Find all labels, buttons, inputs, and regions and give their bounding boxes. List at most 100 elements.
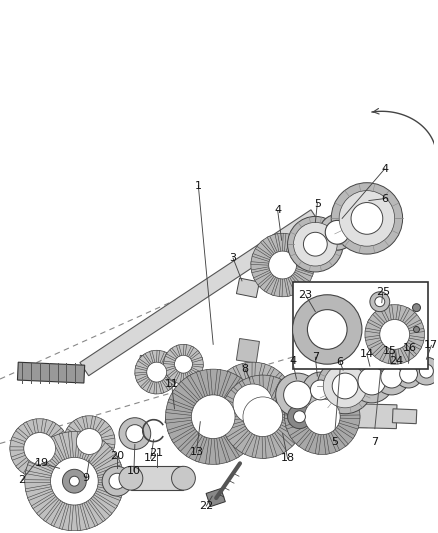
Polygon shape: [46, 462, 56, 475]
Polygon shape: [28, 489, 53, 500]
Polygon shape: [168, 422, 193, 433]
Polygon shape: [164, 361, 175, 365]
Polygon shape: [80, 433, 89, 459]
Circle shape: [311, 380, 330, 400]
Polygon shape: [10, 447, 24, 450]
Circle shape: [24, 433, 56, 464]
Circle shape: [221, 375, 304, 458]
Polygon shape: [372, 344, 385, 357]
Polygon shape: [296, 429, 312, 446]
Polygon shape: [23, 422, 33, 435]
Polygon shape: [218, 378, 237, 393]
Polygon shape: [227, 431, 247, 452]
Polygon shape: [297, 265, 314, 268]
Polygon shape: [192, 357, 203, 362]
Circle shape: [304, 399, 340, 434]
Polygon shape: [333, 429, 348, 446]
Polygon shape: [138, 359, 149, 367]
Polygon shape: [265, 418, 281, 437]
Polygon shape: [102, 442, 115, 448]
Polygon shape: [41, 464, 46, 478]
Polygon shape: [257, 363, 265, 385]
Polygon shape: [380, 347, 389, 361]
Polygon shape: [137, 356, 175, 382]
Polygon shape: [323, 379, 329, 399]
Polygon shape: [292, 243, 307, 256]
Polygon shape: [373, 312, 385, 325]
Polygon shape: [400, 308, 410, 322]
Circle shape: [332, 373, 358, 399]
Polygon shape: [94, 454, 117, 470]
Polygon shape: [396, 305, 401, 320]
Polygon shape: [242, 363, 250, 385]
Polygon shape: [333, 387, 348, 404]
Polygon shape: [91, 447, 112, 466]
Polygon shape: [51, 457, 64, 469]
Polygon shape: [305, 432, 316, 451]
Polygon shape: [239, 381, 254, 401]
Circle shape: [293, 295, 362, 364]
Polygon shape: [95, 419, 105, 432]
Polygon shape: [167, 369, 177, 378]
Polygon shape: [409, 336, 424, 341]
Polygon shape: [291, 274, 305, 289]
Polygon shape: [137, 376, 148, 383]
Polygon shape: [265, 372, 283, 390]
Polygon shape: [407, 340, 422, 350]
Polygon shape: [84, 502, 98, 526]
Polygon shape: [23, 462, 33, 475]
Circle shape: [365, 305, 424, 364]
Polygon shape: [225, 395, 246, 409]
Polygon shape: [219, 372, 231, 397]
Circle shape: [285, 379, 360, 455]
Circle shape: [172, 466, 195, 490]
Text: 22: 22: [199, 501, 213, 511]
Polygon shape: [293, 272, 310, 284]
Polygon shape: [233, 423, 258, 434]
Circle shape: [76, 429, 102, 455]
Polygon shape: [178, 431, 198, 451]
Polygon shape: [90, 416, 96, 429]
Polygon shape: [196, 371, 208, 397]
Circle shape: [50, 457, 98, 505]
Circle shape: [63, 469, 86, 493]
Polygon shape: [46, 422, 56, 435]
Polygon shape: [164, 377, 175, 385]
Circle shape: [307, 310, 347, 349]
Polygon shape: [296, 387, 312, 404]
Polygon shape: [180, 407, 367, 426]
Polygon shape: [233, 366, 245, 387]
Circle shape: [166, 369, 261, 464]
Text: 8: 8: [241, 364, 248, 374]
Polygon shape: [235, 418, 261, 424]
Bar: [293, 282, 428, 369]
Polygon shape: [275, 233, 281, 252]
Polygon shape: [228, 382, 248, 402]
Polygon shape: [98, 471, 124, 478]
Circle shape: [288, 216, 343, 272]
Polygon shape: [221, 416, 243, 420]
Polygon shape: [37, 496, 58, 516]
Polygon shape: [284, 278, 290, 296]
Polygon shape: [242, 433, 255, 454]
Circle shape: [147, 362, 166, 382]
Circle shape: [174, 356, 192, 373]
Polygon shape: [74, 419, 83, 432]
Polygon shape: [156, 350, 159, 362]
Polygon shape: [43, 499, 61, 522]
Polygon shape: [365, 335, 380, 341]
Polygon shape: [141, 378, 151, 389]
Polygon shape: [214, 438, 220, 464]
Circle shape: [374, 359, 410, 395]
Polygon shape: [223, 421, 244, 431]
Polygon shape: [336, 425, 355, 439]
Polygon shape: [11, 453, 25, 460]
Polygon shape: [237, 338, 259, 363]
Polygon shape: [266, 376, 274, 398]
Polygon shape: [172, 427, 195, 443]
Polygon shape: [33, 419, 39, 433]
Polygon shape: [261, 367, 275, 387]
Polygon shape: [143, 354, 152, 365]
Polygon shape: [259, 375, 264, 397]
Text: 4: 4: [274, 206, 281, 215]
